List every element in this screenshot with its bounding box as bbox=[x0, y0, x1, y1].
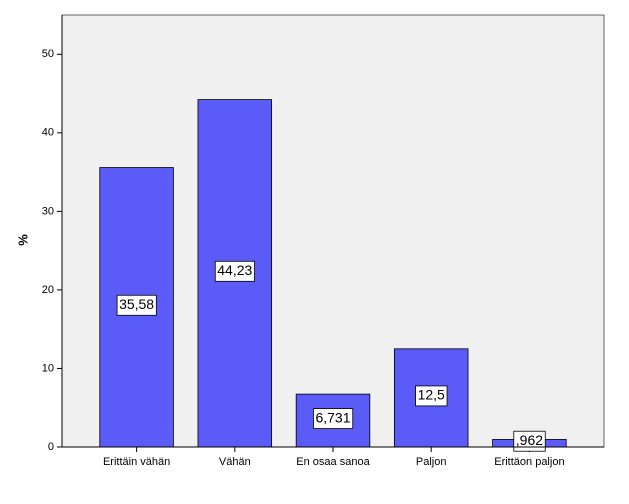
y-tick-label: 40 bbox=[42, 127, 54, 139]
value-label: 6,731 bbox=[315, 409, 350, 425]
value-label-box bbox=[313, 408, 354, 429]
value-label-box bbox=[214, 260, 255, 282]
value-label: 44,23 bbox=[217, 262, 252, 278]
x-tick-label: Erittäin vähän bbox=[103, 456, 170, 468]
y-tick-label: 50 bbox=[42, 48, 54, 60]
value-label-box bbox=[116, 294, 157, 316]
x-tick-label: En osaa sanoa bbox=[296, 456, 370, 468]
x-tick-label: Paljon bbox=[416, 456, 447, 468]
x-tick-label: Vähän bbox=[219, 456, 251, 468]
y-tick-label: 0 bbox=[48, 441, 54, 453]
value-label: 12,5 bbox=[418, 387, 445, 403]
value-label: 35,58 bbox=[119, 296, 154, 312]
value-label-box bbox=[513, 430, 546, 452]
value-label-box bbox=[415, 385, 448, 407]
y-tick-label: 30 bbox=[42, 205, 54, 217]
y-tick-label: 20 bbox=[42, 284, 54, 296]
y-axis-label: % bbox=[15, 234, 30, 246]
value-label: ,962 bbox=[516, 432, 543, 448]
y-tick-label: 10 bbox=[42, 362, 54, 374]
x-tick-label: Erittäon paljon bbox=[494, 456, 564, 468]
